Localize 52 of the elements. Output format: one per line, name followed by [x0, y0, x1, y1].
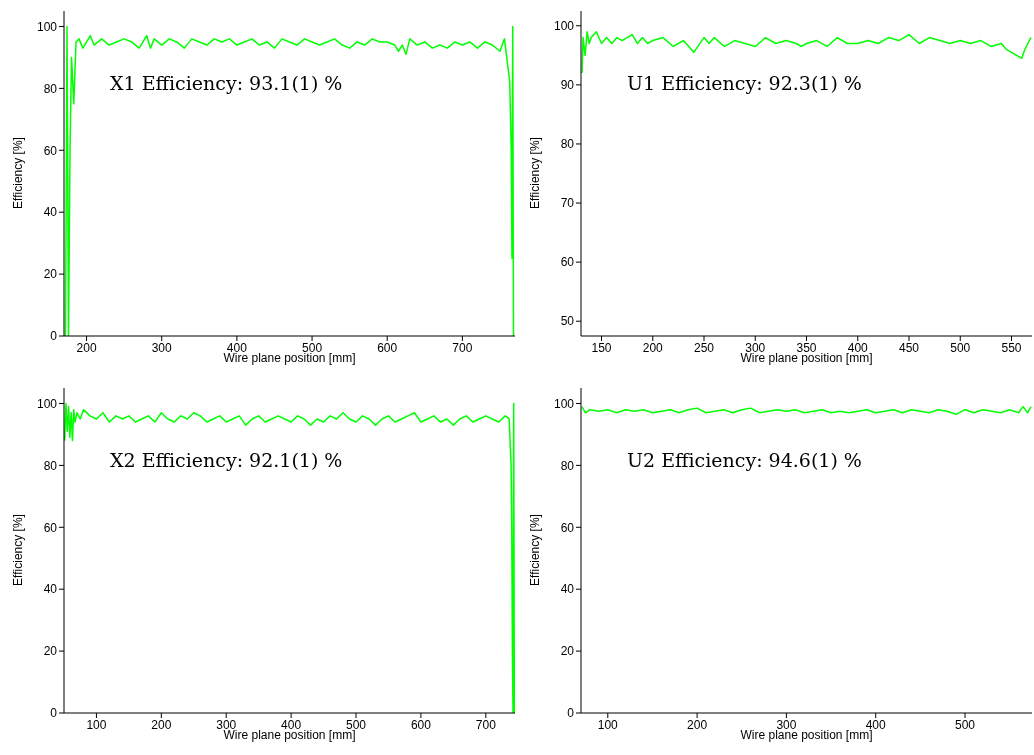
annotation: U1 Efficiency: 92.3(1) %: [627, 72, 862, 94]
x-tick-label: 600: [377, 340, 398, 355]
y-axis-title: Efficiency [%]: [528, 514, 542, 586]
y-axis-title: Efficiency [%]: [11, 514, 25, 586]
y-tick-label: 100: [36, 396, 58, 411]
x-tick-label: 600: [410, 717, 432, 732]
y-tick-label: 60: [43, 520, 58, 535]
y-tick-label: 50: [560, 314, 575, 329]
x-tick-label: 700: [475, 717, 497, 732]
x-tick-label: 100: [597, 717, 619, 732]
y-tick-label: 40: [560, 582, 575, 597]
x-tick-label: 250: [693, 340, 715, 355]
annotation: X2 Efficiency: 92.1(1) %: [110, 449, 343, 471]
y-tick-label: 90: [560, 78, 575, 93]
x-tick-label: 450: [898, 340, 920, 355]
y-tick-label: 100: [36, 19, 58, 34]
x-tick-label: 550: [1001, 340, 1022, 355]
y-tick-label: 70: [560, 196, 575, 211]
x-tick-label: 300: [151, 340, 173, 355]
y-tick-label: 80: [43, 458, 58, 473]
line-series: [581, 30, 1032, 74]
y-tick-label: 0: [50, 706, 58, 721]
x-tick-label: 700: [452, 340, 473, 355]
x-tick-label: 150: [591, 340, 612, 355]
y-tick-label: 0: [567, 706, 575, 721]
x-tick-label: 200: [151, 717, 172, 732]
x-tick-label: 100: [86, 717, 107, 732]
y-tick-label: 60: [43, 143, 58, 158]
y-tick-label: 80: [560, 137, 575, 152]
line-series: [581, 405, 1032, 416]
x-tick-label: 200: [687, 717, 708, 732]
y-tick-label: 80: [560, 458, 575, 473]
y-tick-label: 20: [560, 644, 575, 659]
y-tick-label: 0: [50, 329, 58, 344]
y-axis-title: Efficiency [%]: [11, 137, 25, 209]
y-tick-label: 20: [43, 267, 58, 282]
y-tick-label: 60: [560, 255, 575, 270]
x-axis-title: Wire plane position [mm]: [223, 351, 356, 365]
annotation: X1 Efficiency: 93.1(1) %: [110, 72, 343, 94]
annotation: U2 Efficiency: 94.6(1) %: [627, 449, 862, 471]
x-tick-label: 200: [642, 340, 664, 355]
y-tick-label: 100: [553, 396, 575, 411]
x-tick-label: 500: [955, 717, 976, 732]
y-tick-label: 40: [43, 582, 58, 597]
y-tick-label: 60: [560, 520, 575, 535]
x-tick-label: 200: [76, 340, 97, 355]
y-tick-label: 100: [553, 19, 575, 34]
y-tick-label: 80: [43, 81, 58, 96]
y-axis-title: Efficiency [%]: [528, 137, 542, 209]
y-tick-label: 20: [43, 644, 58, 659]
x-tick-label: 500: [950, 340, 971, 355]
y-tick-label: 40: [43, 205, 58, 220]
